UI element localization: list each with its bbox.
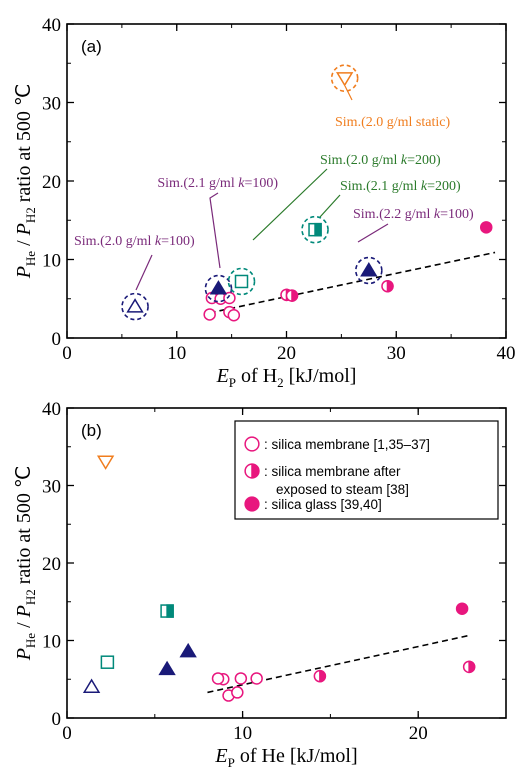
half-filled-part	[468, 660, 476, 674]
sim-point	[82, 678, 101, 693]
series-circle-open	[203, 291, 241, 322]
legend-label: : silica glass [39,40]	[264, 497, 382, 512]
square-body	[100, 655, 115, 669]
series-circle-filled	[479, 221, 493, 234]
series-circle-open	[211, 672, 263, 702]
series-circle-filled	[455, 602, 469, 615]
data-point	[223, 291, 236, 305]
legend-entry: : silica membrane [1,35–37]	[244, 436, 430, 452]
sim-point	[335, 72, 354, 87]
y-tick-label: 0	[52, 709, 62, 730]
legend-label: exposed to steam [38]	[276, 482, 409, 497]
sim-annotation: Sim.(2.2 g/ml k=100)	[353, 207, 474, 222]
half-filled-part	[319, 669, 327, 683]
chart-panel-b: 0 10 20 0 10 20 30 40 (b) EP of He [kJ/mol] PHe / …	[13, 399, 507, 770]
legend-label: : silica membrane after	[264, 464, 401, 479]
sim-highlight-circle	[301, 215, 329, 244]
half-filled-part	[291, 289, 299, 302]
annotation-leader	[209, 192, 221, 269]
x-axis-label: EP of H2 [kJ/mol]	[216, 365, 357, 390]
annotation-leader	[135, 254, 153, 291]
sim-point	[179, 642, 197, 658]
y-tick-label: 40	[42, 15, 61, 36]
legend-marker	[244, 463, 260, 479]
y-tick-label: 20	[42, 172, 61, 193]
y-tick-label: 10	[42, 251, 61, 272]
data-point	[211, 672, 225, 685]
data-point	[250, 672, 263, 685]
sim-highlight-circle	[121, 292, 149, 321]
y-axis-label: PHe / PH2 ratio at 500 ℃	[13, 466, 38, 662]
chart-panel-a: 0 10 20 30 40 0 10 20 30 40 (a) EP of H2 [kJ/mol] PH…	[13, 15, 516, 390]
annotation-leader	[319, 194, 341, 218]
x-tick-label: 0	[62, 343, 72, 364]
data-point	[285, 289, 299, 302]
y-axis-label: PHe / PH2 ratio at 500 ℃	[13, 84, 38, 280]
sim-highlight-circle	[355, 256, 383, 285]
data-point	[479, 221, 493, 234]
square-body	[234, 274, 249, 289]
data-point	[455, 602, 469, 615]
y-tick-label: 30	[42, 94, 61, 115]
trend-line	[207, 634, 472, 694]
legend-entry: : silica membrane after exposed to steam …	[244, 463, 409, 497]
y-tick-label: 10	[42, 632, 61, 653]
sim-highlight-circle	[330, 64, 359, 92]
annotation-leader	[252, 168, 328, 241]
sim-point	[234, 274, 249, 289]
x-axis-label: EP of He [kJ/mol]	[214, 745, 357, 770]
series-circle-half	[313, 660, 476, 683]
sim-annotation: Sim.(2.0 g/ml k=100)	[74, 234, 195, 249]
data-point	[231, 686, 244, 699]
x-tick-label: 0	[62, 723, 72, 744]
trend-line	[209, 251, 496, 314]
data-point	[234, 672, 248, 685]
panel-label: (a)	[81, 37, 102, 56]
sim-point	[126, 298, 144, 313]
square-filled-half	[166, 604, 174, 618]
data-point	[462, 660, 476, 674]
x-tick-label: 20	[277, 343, 296, 364]
legend-marker	[244, 496, 260, 512]
sim-point	[158, 660, 176, 676]
x-tick-label: 10	[233, 723, 252, 744]
x-tick-label: 10	[167, 343, 186, 364]
annotation-leader	[357, 223, 389, 243]
x-tick-label: 30	[387, 343, 406, 364]
x-tick-label: 20	[409, 723, 428, 744]
legend-marker	[244, 436, 260, 452]
sim-highlight-circle	[204, 274, 233, 303]
y-tick-label: 30	[42, 477, 61, 498]
x-tick-label: 40	[497, 343, 516, 364]
half-filled-part	[386, 279, 394, 293]
sim-point	[96, 455, 115, 470]
data-point	[227, 308, 241, 322]
data-point	[381, 279, 394, 293]
square-filled-half	[314, 222, 322, 237]
half-filled-part	[251, 463, 260, 479]
sim-annotation: Sim.(2.1 g/ml k=100)	[157, 176, 278, 191]
y-tick-label: 20	[42, 554, 61, 575]
sim-point	[209, 280, 228, 295]
sim-annotation: Sim.(2.0 g/ml k=200)	[320, 153, 441, 168]
legend-label: : silica membrane [1,35–37]	[264, 437, 430, 452]
annotation-leader	[344, 85, 353, 101]
data-point	[313, 669, 327, 683]
sim-point	[160, 604, 174, 618]
y-tick-label: 40	[42, 399, 61, 420]
sim-annotation: Sim.(2.0 g/ml static)	[335, 115, 450, 130]
data-point	[203, 308, 216, 321]
sim-annotation: Sim.(2.1 g/ml k=200)	[340, 179, 461, 194]
y-tick-label: 0	[52, 329, 62, 350]
legend-box	[234, 420, 499, 520]
panel-label: (b)	[81, 421, 102, 440]
sim-point	[308, 222, 322, 237]
sim-point	[100, 655, 115, 669]
legend-entry: : silica glass [39,40]	[244, 496, 382, 512]
sim-highlight-circle	[227, 267, 256, 296]
sim-point	[360, 262, 378, 277]
legend: : silica membrane [1,35–37] : silica memb…	[234, 420, 499, 520]
series-circle-half	[280, 279, 394, 302]
